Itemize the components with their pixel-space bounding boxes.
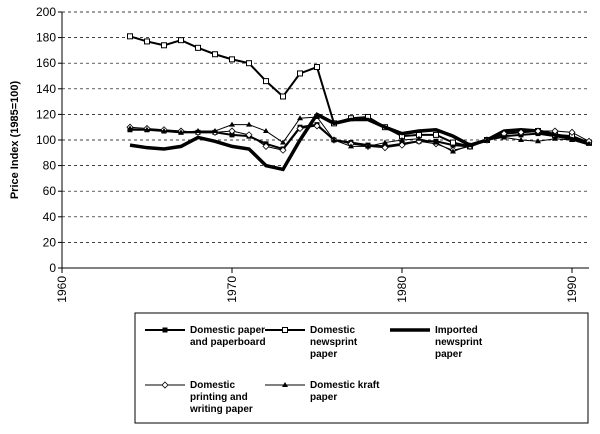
point [586,140,592,146]
point [569,137,575,142]
point [399,137,405,142]
legend-label: Imported newsprint paper [435,325,483,360]
legend-marker [162,327,168,333]
legend-label: Domestic printing and writing paper [189,380,253,415]
point [467,142,473,148]
x-tick-label: 1990 [565,276,579,303]
point [551,127,559,135]
point [517,128,525,136]
y-tick-label: 180 [36,31,56,45]
point [280,139,286,145]
point [484,137,490,142]
point [161,128,167,134]
point [195,128,201,134]
point [228,127,236,135]
series-line [129,116,590,153]
point [263,128,269,134]
point [144,126,150,132]
legend-box [134,312,589,424]
legend-label: Domestic paper and paperboard [190,325,266,348]
point [246,60,252,67]
point [416,135,422,141]
y-tick-label: 40 [43,210,57,224]
y-axis-label: Price Index (1985=100) [9,81,21,200]
point [313,122,321,130]
point [552,135,558,141]
point [314,113,320,119]
point [501,134,507,140]
point [246,121,252,127]
legend-marker [161,381,169,389]
x-tick-label: 1960 [55,276,69,303]
point [127,125,133,131]
point [450,148,456,154]
point [382,139,388,145]
point [365,143,371,149]
point [144,38,150,45]
y-tick-label: 200 [36,5,56,19]
y-tick-label: 0 [49,261,56,275]
point [314,64,320,71]
legend-marker [282,327,288,333]
point [161,42,167,49]
point [450,139,456,146]
point [195,44,201,51]
point [331,137,337,142]
point [433,139,439,145]
point [262,142,270,150]
point [279,146,287,154]
point [212,128,218,134]
point [297,70,303,77]
x-tick-label: 1970 [225,276,239,303]
point [348,143,354,149]
legend-label: Domestic newsprint paper [310,325,358,360]
point [263,78,269,85]
y-tick-label: 100 [36,133,56,147]
point [381,144,389,152]
series-line [129,125,590,151]
point [245,131,253,139]
point [535,138,541,144]
y-tick-label: 80 [43,159,57,173]
point [568,128,576,136]
point [433,131,439,138]
point [280,93,286,100]
point [296,124,304,133]
legend-label: Domestic kraft paper [310,380,380,403]
point [178,129,184,135]
y-tick-label: 140 [36,82,56,96]
point [212,51,218,58]
point [229,121,235,127]
point [178,37,184,44]
legend-marker [282,382,288,387]
point [127,33,133,40]
y-tick-label: 60 [43,184,57,198]
y-tick-label: 120 [36,107,56,121]
point [518,137,524,142]
point [297,115,303,121]
y-tick-label: 20 [43,235,57,249]
y-tick-label: 160 [36,56,56,70]
x-tick-label: 1980 [395,276,409,303]
point [534,127,542,135]
point [229,132,235,138]
point [229,56,235,63]
series-line [129,112,590,172]
point [398,141,406,149]
